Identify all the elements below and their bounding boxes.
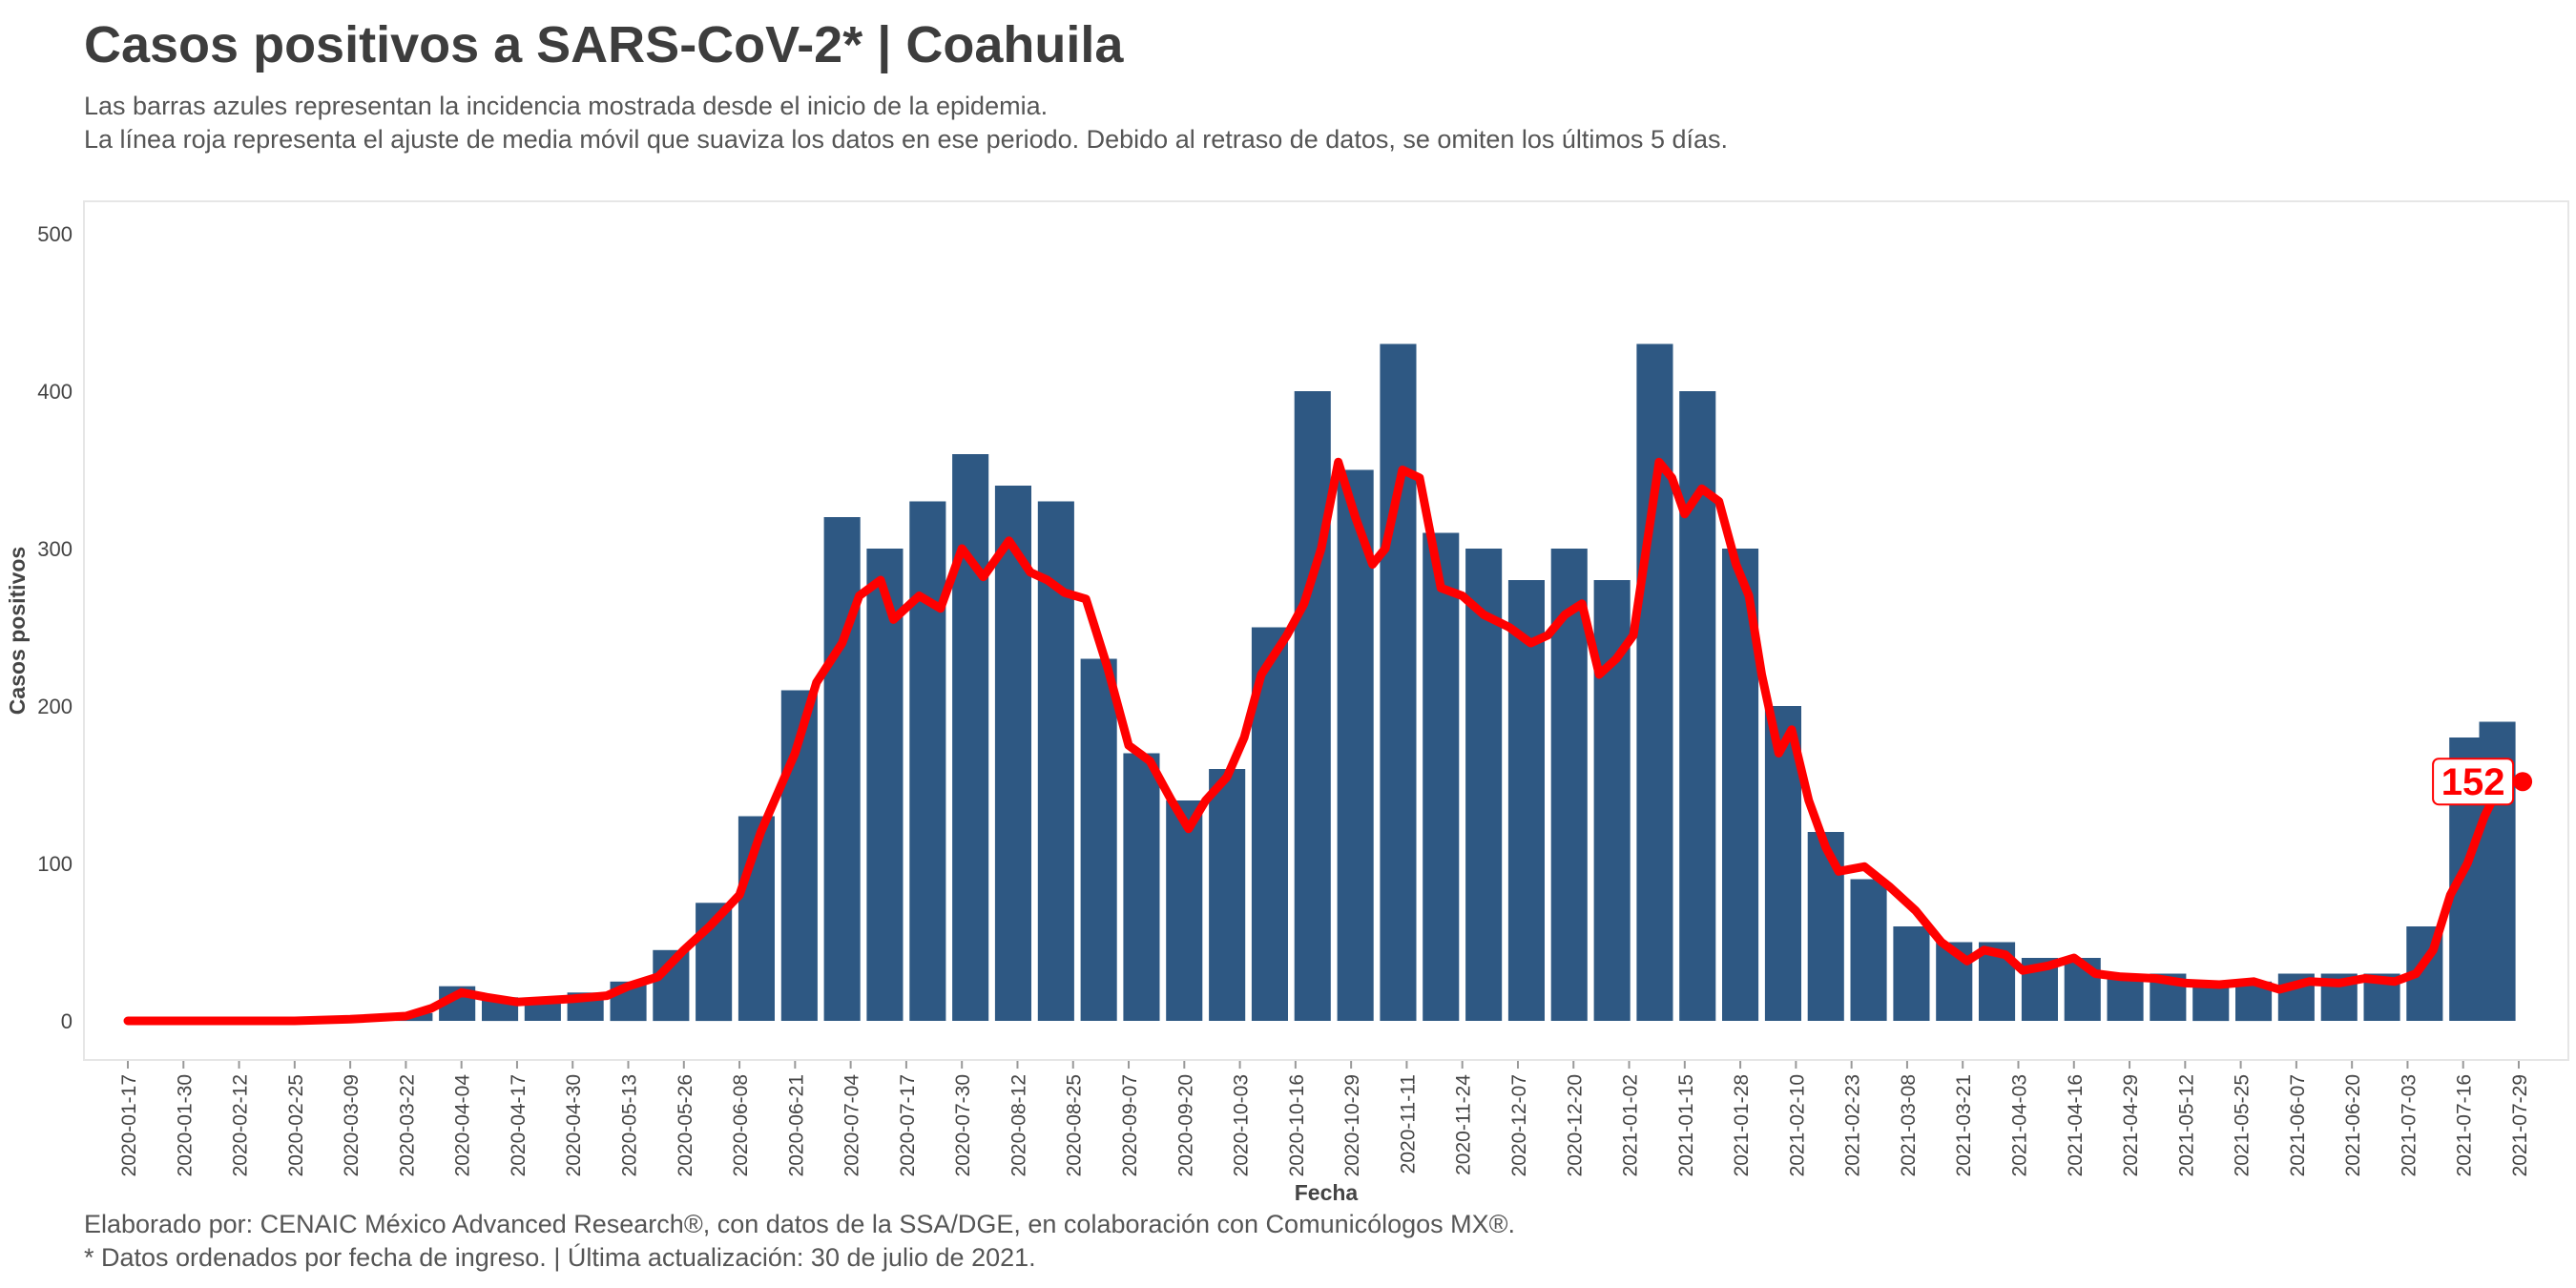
- x-tick-label: 2020-08-12: [1008, 1074, 1030, 1176]
- bar: [1294, 391, 1331, 1021]
- chart-subtitle-line-1: Las barras azules representan la inciden…: [84, 92, 1049, 120]
- bar: [952, 454, 989, 1021]
- x-tick-label: 2020-07-04: [841, 1074, 863, 1177]
- y-tick-label: 0: [61, 1009, 73, 1033]
- chart-title: Casos positivos a SARS-CoV-2* | Coahuila: [84, 16, 1124, 73]
- x-tick-label: 2020-09-07: [1119, 1074, 1141, 1176]
- x-tick-label: 2020-09-20: [1174, 1074, 1196, 1176]
- bar: [1507, 580, 1545, 1021]
- bar: [1465, 549, 1503, 1021]
- bar: [1807, 832, 1844, 1021]
- x-tick-label: 2021-01-28: [1731, 1074, 1753, 1176]
- x-tick-label: 2021-07-03: [2398, 1074, 2420, 1176]
- x-tick-label: 2021-06-20: [2342, 1074, 2364, 1176]
- x-tick-label: 2020-10-29: [1341, 1074, 1363, 1176]
- x-tick-label: 2020-03-09: [341, 1074, 363, 1176]
- x-tick-label: 2021-05-12: [2175, 1074, 2197, 1176]
- y-tick-label: 500: [37, 222, 73, 246]
- bar: [524, 1002, 561, 1021]
- x-tick-label: 2020-07-17: [897, 1074, 919, 1176]
- x-tick-label: 2021-07-16: [2454, 1074, 2476, 1176]
- x-tick-label: 2020-02-12: [230, 1074, 252, 1176]
- x-tick-label: 2021-01-15: [1675, 1074, 1697, 1176]
- x-tick-label: 2020-12-20: [1564, 1074, 1586, 1176]
- x-tick-label: 2020-04-30: [563, 1074, 585, 1176]
- bar: [1423, 532, 1460, 1021]
- moving-average-line: [123, 457, 2506, 1026]
- x-tick-label: 2020-02-25: [285, 1074, 307, 1176]
- bar: [1380, 343, 1417, 1021]
- x-tick-label: 2021-05-25: [2232, 1074, 2254, 1176]
- x-tick-label: 2020-06-08: [730, 1074, 752, 1176]
- x-tick-label: 2021-04-03: [2009, 1074, 2031, 1176]
- bar: [909, 501, 946, 1021]
- x-tick-label: 2020-04-17: [508, 1074, 530, 1176]
- y-axis: 0 100 200 300 400 500: [37, 222, 73, 1033]
- x-tick-label: 2021-02-10: [1786, 1074, 1808, 1176]
- footer-credits: Elaborado por: CENAIC México Advanced Re…: [84, 1210, 1516, 1238]
- bar: [1893, 926, 1930, 1021]
- x-tick-label: 2021-03-21: [1953, 1074, 1975, 1176]
- bar: [1850, 879, 1887, 1021]
- bar: [1166, 800, 1203, 1021]
- bar: [1636, 343, 1673, 1021]
- x-tick-label: 2020-05-26: [675, 1074, 696, 1176]
- x-tick-label: 2021-04-16: [2065, 1074, 2087, 1176]
- bar: [1080, 658, 1117, 1021]
- x-tick-label: 2020-11-11: [1397, 1074, 1419, 1174]
- last-value-point: [2513, 772, 2533, 792]
- x-tick-label: 2021-03-08: [1898, 1074, 1920, 1176]
- bar: [1679, 391, 1716, 1021]
- x-tick-label: 2020-01-17: [118, 1074, 140, 1176]
- x-tick-label: 2021-04-29: [2120, 1074, 2142, 1176]
- x-tick-label: 2020-08-25: [1064, 1074, 1086, 1176]
- y-tick-label: 300: [37, 537, 73, 561]
- x-tick-label: 2020-01-30: [174, 1074, 196, 1176]
- x-tick-label: 2020-04-04: [452, 1074, 474, 1177]
- last-value-callout: 152: [2432, 758, 2533, 806]
- bar: [1123, 753, 1160, 1021]
- bar: [823, 517, 861, 1021]
- last-value-label: 152: [2441, 761, 2505, 803]
- y-tick-label: 100: [37, 852, 73, 876]
- bar: [866, 549, 904, 1021]
- x-tick-label: 2020-11-24: [1453, 1074, 1475, 1175]
- y-tick-label: 400: [37, 380, 73, 404]
- plot-frame: [83, 200, 2569, 1061]
- x-axis: 2020-01-17 2020-01-30 2020-02-12 2020-02-25…: [118, 1061, 2531, 1176]
- x-tick-label: 2021-01-02: [1620, 1074, 1642, 1176]
- bar: [994, 486, 1031, 1021]
- x-tick-label: 2020-12-07: [1508, 1074, 1530, 1176]
- x-tick-label: 2021-02-23: [1842, 1074, 1864, 1176]
- x-tick-label: 2021-06-07: [2287, 1074, 2309, 1176]
- y-tick-label: 200: [37, 695, 73, 718]
- y-axis-title: Casos positivos: [5, 547, 30, 715]
- x-tick-label: 2020-05-13: [619, 1074, 641, 1176]
- x-tick-label: 2020-06-21: [785, 1074, 807, 1176]
- x-tick-label: 2021-07-29: [2509, 1074, 2531, 1176]
- x-tick-label: 2020-03-22: [396, 1074, 418, 1176]
- chart-subtitle-line-2: La línea roja representa el ajuste de me…: [84, 125, 1728, 154]
- x-tick-label: 2020-07-30: [952, 1074, 974, 1176]
- x-tick-label: 2020-10-16: [1286, 1074, 1308, 1176]
- footer-note: * Datos ordenados por fecha de ingreso. …: [84, 1243, 1036, 1272]
- x-axis-title: Fecha: [1295, 1180, 1359, 1205]
- bar: [1209, 769, 1246, 1021]
- x-tick-label: 2020-10-03: [1231, 1074, 1253, 1176]
